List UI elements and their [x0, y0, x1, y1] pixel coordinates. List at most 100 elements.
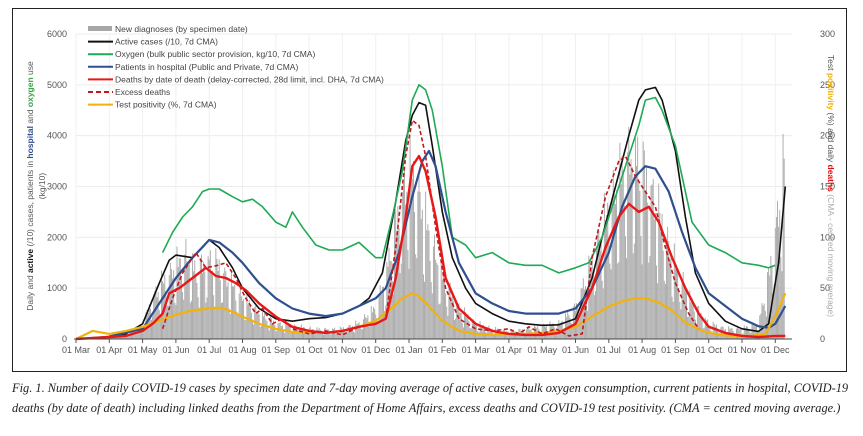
chart: 0 0 1000 50 2000 100 3000 150 4000 200 5000 250 6000… — [25, 24, 836, 355]
x-tick-label: 01 Sep — [661, 345, 690, 355]
bar-new-diagnoses — [214, 306, 216, 339]
bar-new-diagnoses — [174, 302, 176, 339]
bar-new-diagnoses — [337, 333, 339, 339]
bar-new-diagnoses — [779, 209, 781, 339]
bar-new-diagnoses — [607, 202, 609, 339]
bar-new-diagnoses — [671, 296, 673, 339]
bar-new-diagnoses — [414, 212, 415, 339]
y-tick-label-left: 6000 — [47, 29, 67, 39]
bar-new-diagnoses — [716, 324, 717, 339]
bar-new-diagnoses — [275, 331, 277, 339]
bar-new-diagnoses — [482, 324, 484, 339]
bar-new-diagnoses — [363, 319, 364, 339]
bar-new-diagnoses — [252, 319, 253, 339]
bar-new-diagnoses — [658, 183, 660, 339]
bar-new-diagnoses — [280, 326, 282, 339]
x-tick-label: 01 Oct — [296, 345, 323, 355]
bar-new-diagnoses — [257, 311, 259, 339]
bar-new-diagnoses — [405, 204, 407, 339]
series-line-patients — [109, 149, 787, 338]
bar-new-diagnoses — [340, 327, 342, 339]
bar-new-diagnoses — [692, 305, 694, 339]
bar-new-diagnoses — [236, 311, 238, 339]
bar-new-diagnoses — [508, 335, 510, 339]
bar-new-diagnoses — [259, 327, 261, 339]
bar-new-diagnoses — [640, 236, 642, 339]
bar-new-diagnoses — [128, 335, 130, 339]
bar-new-diagnoses — [381, 286, 383, 339]
bar-new-diagnoses — [425, 191, 427, 339]
bar-new-diagnoses — [400, 263, 402, 339]
bar-new-diagnoses — [597, 232, 599, 339]
bar-new-diagnoses — [605, 220, 606, 339]
y-tick-label-left: 0 — [62, 334, 67, 344]
legend-label: Active cases (/10, 7d CMA) — [115, 37, 218, 47]
y-tick-label-right: 250 — [820, 80, 835, 90]
bar-new-diagnoses — [323, 334, 324, 339]
y-tick-label-left: 2000 — [47, 232, 67, 242]
legend-label: Excess deaths — [115, 87, 170, 97]
series-line-oxygen — [161, 84, 776, 274]
bar-new-diagnoses — [212, 270, 213, 339]
bar-new-diagnoses — [194, 260, 196, 339]
bar-new-diagnoses — [474, 320, 475, 339]
bar-new-diagnoses — [682, 271, 684, 339]
bar-new-diagnoses — [367, 315, 369, 339]
bar-new-diagnoses — [260, 325, 262, 339]
x-tick-label: 01 Jun — [562, 345, 589, 355]
bar-new-diagnoses — [247, 304, 249, 339]
bar-new-diagnoses — [697, 306, 699, 339]
x-tick-label: 01 Oct — [695, 345, 722, 355]
bar-new-diagnoses — [441, 279, 443, 339]
bar-new-diagnoses — [677, 267, 679, 339]
bar-new-diagnoses — [610, 269, 612, 339]
bar-new-diagnoses — [228, 308, 230, 339]
bar-new-diagnoses — [652, 178, 654, 339]
x-tick-label: 01 Aug — [628, 345, 656, 355]
bar-new-diagnoses — [465, 311, 467, 339]
bar-new-diagnoses — [193, 271, 195, 339]
x-tick-label: 01 Jul — [597, 345, 621, 355]
bar-new-diagnoses — [782, 133, 784, 339]
bar-new-diagnoses — [404, 168, 406, 339]
bar-new-diagnoses — [176, 246, 178, 339]
bar-new-diagnoses — [701, 317, 703, 339]
bar-new-diagnoses — [761, 303, 763, 339]
bar-new-diagnoses — [244, 319, 246, 339]
bar-new-diagnoses — [426, 230, 428, 339]
bar-new-diagnoses — [672, 301, 674, 339]
bar-new-diagnoses — [341, 329, 343, 339]
bar-new-diagnoses — [688, 316, 690, 339]
bar-new-diagnoses — [602, 288, 604, 339]
bar-new-diagnoses — [747, 326, 748, 339]
bar-new-diagnoses — [198, 307, 200, 339]
bar-new-diagnoses — [343, 327, 344, 339]
bar-new-diagnoses — [338, 334, 340, 339]
bar-new-diagnoses — [266, 320, 268, 339]
bar-new-diagnoses — [670, 253, 672, 339]
bar-new-diagnoses — [702, 328, 704, 339]
bar-new-diagnoses — [186, 261, 188, 339]
bar-new-diagnoses — [243, 299, 245, 339]
bar-new-diagnoses — [416, 258, 418, 339]
x-tick-label: 01 Apr — [96, 345, 122, 355]
x-tick-label: 01 May — [128, 345, 158, 355]
bar-new-diagnoses — [331, 328, 333, 339]
bar-new-diagnoses — [762, 305, 764, 339]
bar-new-diagnoses — [638, 178, 640, 339]
bar-new-diagnoses — [680, 309, 682, 339]
bar-new-diagnoses — [132, 331, 134, 339]
bar-new-diagnoses — [458, 303, 460, 339]
y-tick-label-right: 150 — [820, 182, 835, 192]
bar-new-diagnoses — [326, 330, 328, 339]
bar-new-diagnoses — [547, 331, 549, 339]
bar-new-diagnoses — [783, 158, 785, 339]
bar-new-diagnoses — [703, 327, 705, 339]
bar-new-diagnoses — [647, 202, 649, 339]
bar-new-diagnoses — [209, 250, 211, 339]
bar-new-diagnoses — [178, 258, 180, 339]
bar-new-diagnoses — [418, 170, 420, 339]
bar-new-diagnoses — [587, 310, 589, 339]
bar-new-diagnoses — [365, 317, 367, 339]
bar-new-diagnoses — [471, 320, 473, 339]
